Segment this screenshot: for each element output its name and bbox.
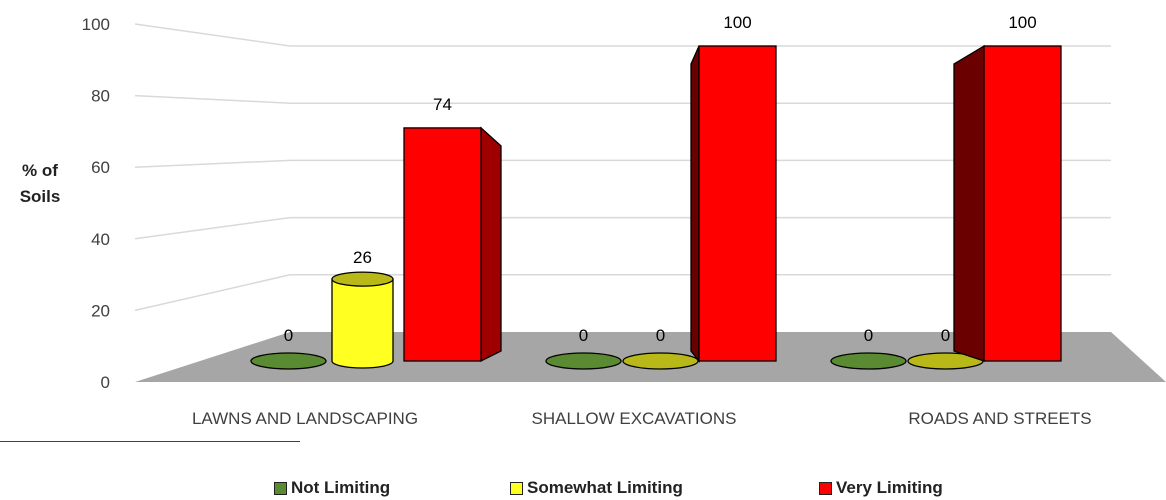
legend-label-not-limiting: Not Limiting [291,478,391,497]
bar-not-limiting-shallow-excavations [545,352,622,370]
legend-swatch-very-limiting [819,481,832,495]
data-label-very-limiting-shallow-excavations: 100 [723,13,751,32]
gridline-40 [134,216,1111,240]
data-label-not-limiting-roads-and-streets: 0 [864,326,873,345]
data-label-somewhat-limiting-shallow-excavations: 0 [656,326,665,345]
legend-item-very-limiting: Very Limiting [819,478,943,498]
legend: Not Limiting Somewhat Limiting Very Limi… [0,478,1166,500]
gridline-100 [134,23,1111,47]
y-tick-label: 40 [91,230,110,249]
data-label-not-limiting-shallow-excavations: 0 [579,326,588,345]
data-label-somewhat-limiting-roads-and-streets: 0 [941,326,950,345]
gridlines [134,23,1111,312]
data-label-not-limiting-lawns-and-landscaping: 0 [284,326,293,345]
bar-very-limiting-shallow-excavations [690,45,777,363]
bars: 0 0 0 26 0 0 74 100 100 [250,13,1062,370]
y-tick-label: 80 [91,87,110,106]
gridline-20 [134,274,1111,312]
y-tick-label: 0 [101,373,110,392]
bar-very-limiting-lawns-and-landscaping [403,126,502,363]
x-axis-categories: LAWNS AND LANDSCAPING SHALLOW EXCAVATIONS… [192,409,1092,428]
y-tick-label: 60 [91,158,110,177]
bar-somewhat-limiting-lawns-and-landscaping [331,271,394,369]
legend-swatch-not-limiting [274,481,287,495]
y-axis-ticks: 0 20 40 60 80 100 [82,15,110,392]
legend-swatch-somewhat-limiting [510,481,523,495]
legend-item-somewhat-limiting: Somewhat Limiting [510,478,683,498]
legend-label-somewhat-limiting: Somewhat Limiting [527,478,683,497]
divider-line [0,441,300,442]
legend-label-very-limiting: Very Limiting [836,478,943,497]
bar-very-limiting-roads-and-streets [953,44,1062,362]
x-category-label-lawns-and-landscaping: LAWNS AND LANDSCAPING [192,409,418,428]
data-label-very-limiting-lawns-and-landscaping: 74 [433,95,452,114]
gridline-60 [134,159,1111,168]
y-axis-title: % of Soils [10,158,70,210]
legend-item-not-limiting: Not Limiting [274,478,390,498]
gridline-80 [134,94,1111,104]
bar-not-limiting-lawns-and-landscaping [250,352,327,370]
data-label-somewhat-limiting-lawns-and-landscaping: 26 [353,248,372,267]
bar-somewhat-limiting-shallow-excavations [622,352,699,370]
bar-not-limiting-roads-and-streets [830,352,907,370]
data-label-very-limiting-roads-and-streets: 100 [1008,13,1036,32]
x-category-label-shallow-excavations: SHALLOW EXCAVATIONS [532,409,737,428]
y-tick-label: 20 [91,301,110,320]
y-axis-title-line-1: % of [22,161,58,180]
y-tick-label: 100 [82,15,110,34]
x-category-label-roads-and-streets: ROADS AND STREETS [908,409,1091,428]
y-axis-title-line-2: Soils [19,187,61,206]
